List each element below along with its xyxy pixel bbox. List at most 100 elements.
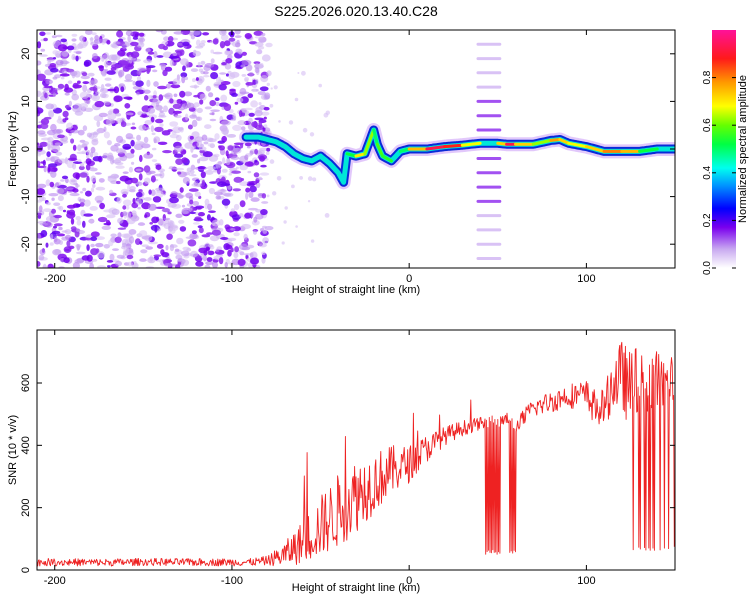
noise-blob bbox=[173, 31, 184, 35]
noise-blob bbox=[104, 77, 112, 81]
noise-blob bbox=[89, 262, 94, 268]
spectrogram-x-axis-label: Height of straight line (km) bbox=[292, 284, 420, 296]
noise-blob bbox=[49, 242, 54, 246]
noise-blob bbox=[75, 251, 86, 255]
noise-blob bbox=[84, 146, 88, 151]
ridge-hot-segment bbox=[398, 147, 411, 153]
noise-blob bbox=[116, 197, 122, 204]
noise-blob bbox=[134, 181, 143, 186]
noise-blob bbox=[189, 85, 200, 88]
noise-dot bbox=[302, 127, 308, 133]
noise-blob bbox=[74, 110, 84, 116]
noise-blob bbox=[151, 216, 159, 224]
noise-blob bbox=[115, 260, 122, 267]
noise-blob bbox=[157, 141, 168, 145]
noise-blob bbox=[175, 167, 185, 171]
noise-blob bbox=[110, 233, 117, 238]
noise-blob bbox=[116, 135, 124, 143]
noise-blob bbox=[103, 244, 111, 249]
noise-dot bbox=[278, 120, 281, 123]
noise-blob bbox=[122, 66, 130, 72]
noise-blob bbox=[246, 146, 251, 149]
comb-band bbox=[476, 228, 502, 232]
noise-blob bbox=[176, 237, 184, 245]
noise-blob bbox=[255, 213, 264, 220]
noise-blob bbox=[243, 233, 248, 240]
noise-blob bbox=[155, 187, 165, 192]
noise-blob bbox=[131, 161, 135, 165]
noise-blob bbox=[212, 51, 223, 55]
noise-blob bbox=[137, 222, 146, 226]
noise-blob bbox=[250, 251, 258, 259]
noise-blob bbox=[156, 243, 164, 249]
noise-blob bbox=[59, 138, 64, 142]
noise-blob bbox=[64, 104, 70, 109]
noise-blob bbox=[130, 148, 135, 154]
noise-blob bbox=[247, 170, 252, 174]
noise-blob bbox=[79, 202, 85, 207]
noise-blob bbox=[38, 205, 43, 213]
noise-blob bbox=[241, 74, 247, 77]
noise-blob bbox=[113, 41, 121, 45]
noise-blob bbox=[153, 90, 158, 97]
noise-blob bbox=[263, 106, 270, 111]
noise-blob bbox=[91, 139, 99, 146]
noise-blob bbox=[56, 233, 66, 237]
noise-blob bbox=[253, 230, 257, 235]
y-tick-label: 10 bbox=[20, 95, 32, 107]
colorbar-tick-label: 0.4 bbox=[702, 165, 713, 179]
noise-blob bbox=[181, 157, 188, 164]
noise-blob bbox=[234, 42, 241, 48]
noise-blob bbox=[141, 244, 149, 248]
noise-blob bbox=[175, 158, 184, 165]
comb-band bbox=[476, 128, 502, 132]
noise-blob bbox=[266, 70, 272, 77]
noise-blob bbox=[57, 83, 65, 89]
noise-blob bbox=[136, 91, 140, 96]
noise-blob bbox=[116, 254, 125, 259]
y-tick-label: -10 bbox=[20, 189, 32, 205]
noise-blob bbox=[216, 181, 227, 188]
noise-blob bbox=[74, 230, 80, 238]
noise-dot bbox=[269, 103, 274, 108]
noise-blob bbox=[57, 44, 68, 52]
noise-blob bbox=[126, 254, 134, 260]
noise-blob bbox=[148, 114, 158, 119]
noise-blob bbox=[247, 93, 254, 99]
noise-blob bbox=[125, 133, 134, 140]
x-tick-label: 100 bbox=[577, 575, 595, 587]
noise-blob bbox=[75, 173, 80, 180]
noise-blob bbox=[232, 124, 242, 131]
noise-blob bbox=[167, 211, 172, 215]
noise-blob bbox=[261, 54, 271, 62]
comb-band bbox=[476, 171, 502, 175]
noise-blob bbox=[259, 155, 265, 162]
noise-blob bbox=[152, 98, 161, 104]
noise-blob bbox=[103, 209, 113, 213]
comb-band bbox=[476, 185, 502, 189]
noise-blob bbox=[132, 197, 136, 204]
noise-blob bbox=[77, 80, 81, 84]
noise-blob bbox=[135, 198, 142, 206]
noise-blob bbox=[58, 205, 64, 211]
noise-blob bbox=[124, 103, 131, 109]
noise-blob bbox=[116, 117, 123, 124]
noise-blob bbox=[67, 80, 73, 84]
noise-blob bbox=[71, 38, 77, 42]
noise-blob bbox=[228, 108, 234, 114]
noise-blob bbox=[138, 37, 146, 43]
noise-dot bbox=[310, 239, 315, 243]
noise-blob bbox=[169, 244, 175, 252]
ridge-hot-segment bbox=[531, 138, 553, 146]
noise-blob bbox=[250, 197, 260, 202]
noise-blob bbox=[79, 162, 85, 167]
noise-dot bbox=[318, 83, 323, 88]
noise-blob bbox=[130, 177, 139, 184]
comb-band bbox=[476, 42, 502, 46]
noise-blob bbox=[114, 236, 122, 244]
noise-dot bbox=[259, 63, 264, 67]
noise-blob bbox=[211, 219, 221, 227]
noise-blob bbox=[130, 41, 139, 47]
noise-blob bbox=[241, 126, 246, 131]
